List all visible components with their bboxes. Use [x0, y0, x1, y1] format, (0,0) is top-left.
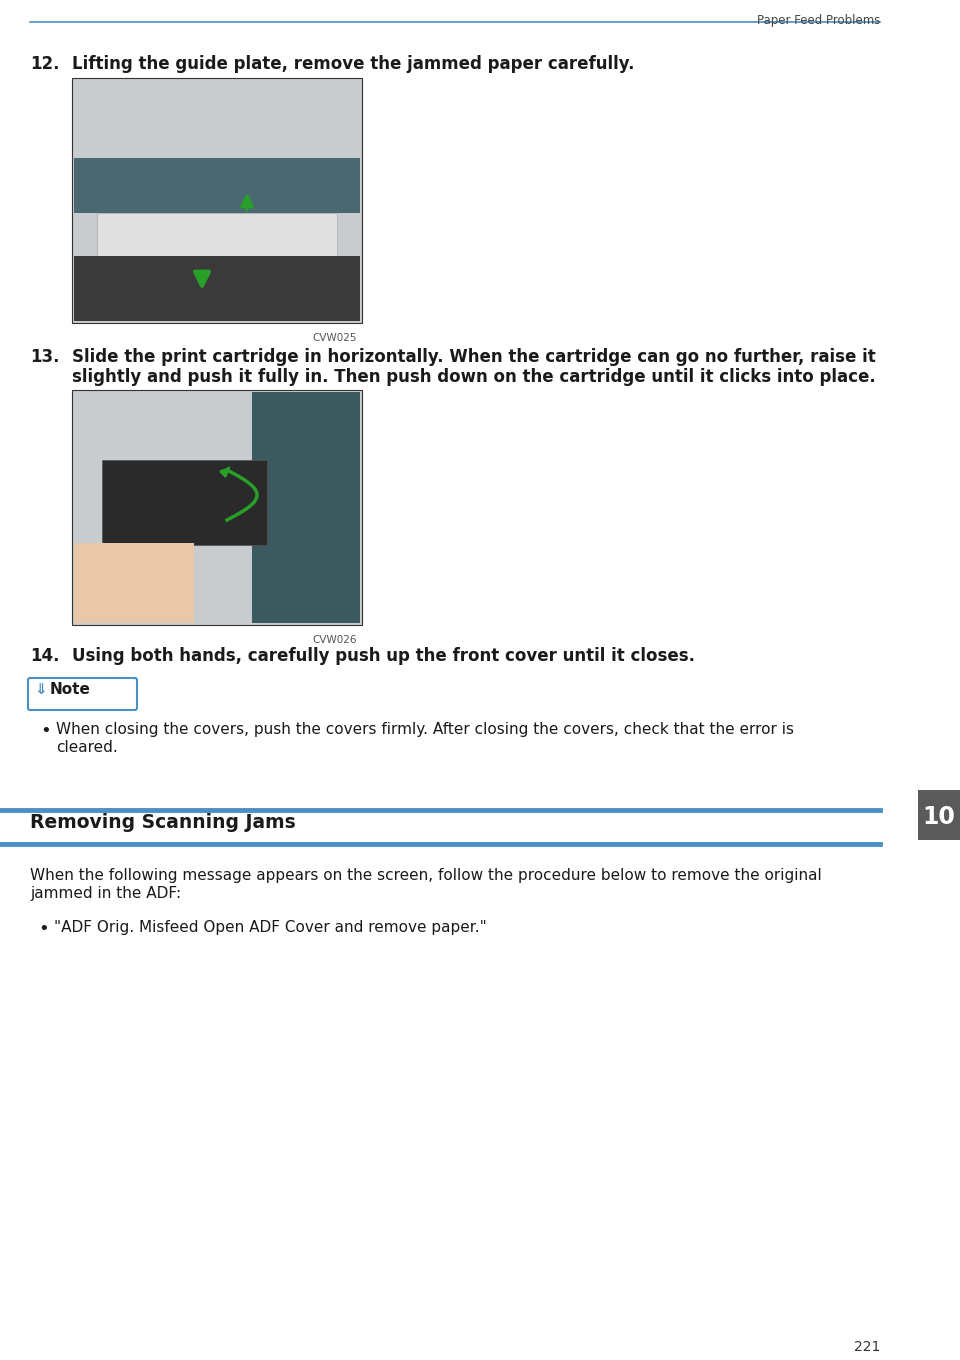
Text: 13.: 13. — [30, 348, 60, 366]
Text: •: • — [38, 919, 49, 938]
Text: 221: 221 — [853, 1340, 880, 1355]
Text: CVW025: CVW025 — [313, 333, 357, 343]
FancyBboxPatch shape — [28, 679, 137, 710]
Bar — [72, 390, 362, 626]
Text: Removing Scanning Jams: Removing Scanning Jams — [30, 813, 296, 832]
Bar — [72, 78, 362, 324]
Text: 10: 10 — [923, 805, 955, 830]
Bar — [252, 392, 360, 623]
Text: 12.: 12. — [30, 54, 60, 73]
Text: Paper Feed Problems: Paper Feed Problems — [756, 14, 880, 27]
Text: jammed in the ADF:: jammed in the ADF: — [30, 885, 181, 900]
Bar — [918, 790, 960, 840]
Text: Note: Note — [50, 681, 91, 696]
Text: Lifting the guide plate, remove the jammed paper carefully.: Lifting the guide plate, remove the jamm… — [72, 54, 635, 73]
Text: "ADF Orig. Misfeed Open ADF Cover and remove paper.": "ADF Orig. Misfeed Open ADF Cover and re… — [54, 919, 487, 936]
Bar — [74, 158, 360, 214]
Text: Using both hands, carefully push up the front cover until it closes.: Using both hands, carefully push up the … — [72, 647, 695, 665]
Bar — [102, 460, 267, 545]
Text: 14.: 14. — [30, 647, 60, 665]
Text: CVW026: CVW026 — [313, 635, 357, 645]
Text: When the following message appears on the screen, follow the procedure below to : When the following message appears on th… — [30, 868, 822, 883]
Text: slightly and push it fully in. Then push down on the cartridge until it clicks i: slightly and push it fully in. Then push… — [72, 369, 876, 386]
Text: ⇓: ⇓ — [34, 681, 47, 696]
Text: When closing the covers, push the covers firmly. After closing the covers, check: When closing the covers, push the covers… — [56, 722, 794, 737]
Bar — [74, 256, 360, 321]
Bar — [74, 543, 194, 623]
Text: cleared.: cleared. — [56, 740, 118, 755]
Bar — [97, 214, 337, 277]
Text: •: • — [40, 722, 51, 740]
Text: Slide the print cartridge in horizontally. When the cartridge can go no further,: Slide the print cartridge in horizontall… — [72, 348, 876, 366]
